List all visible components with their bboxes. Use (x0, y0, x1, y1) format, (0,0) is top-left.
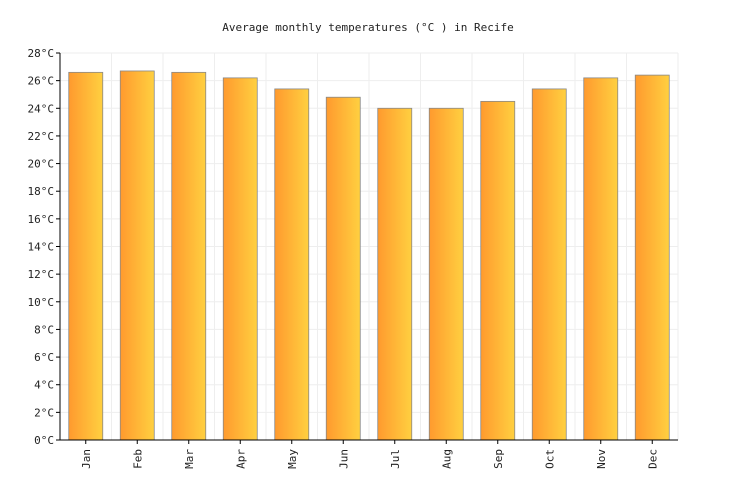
bar-oct (531, 88, 567, 441)
y-tick-label: 0°C (34, 434, 54, 447)
grid-lines (59, 52, 679, 441)
y-tick-label: 28°C (28, 47, 55, 60)
x-tick-label: Jun (337, 449, 350, 469)
x-tick-label: Aug (440, 449, 453, 469)
y-tick-label: 26°C (28, 75, 55, 88)
y-tick-label: 22°C (28, 130, 55, 143)
y-tick-label: 4°C (34, 379, 54, 392)
bar-may (274, 88, 310, 441)
x-tick-label: Oct (543, 449, 556, 469)
x-axis-ticks: Jan Feb Mar Apr May Jun Jul Aug Sep Oct Nov Dec (80, 440, 659, 469)
bar-aug (428, 107, 464, 441)
y-tick-label: 18°C (28, 185, 55, 198)
x-tick-label: Sep (492, 449, 505, 469)
bar-mar (171, 71, 207, 441)
x-tick-label: Dec (646, 449, 659, 469)
x-tick-label: Jul (389, 449, 402, 469)
chart-title: Average monthly temperatures (°C ) in Re… (222, 21, 513, 34)
y-tick-label: 24°C (28, 102, 55, 115)
x-tick-label: Apr (234, 449, 247, 469)
y-tick-label: 20°C (28, 158, 55, 171)
bar-jul (377, 107, 413, 441)
bar-feb (119, 70, 155, 441)
bar-jan (68, 71, 104, 441)
y-tick-label: 6°C (34, 351, 54, 364)
y-tick-label: 8°C (34, 323, 54, 336)
y-axis-ticks: 0°C 2°C 4°C 6°C 8°C 10°C 12°C 14°C 16°C 18°C 20°C 2… (28, 47, 60, 447)
x-tick-label: Jan (80, 449, 93, 469)
y-tick-label: 2°C (34, 406, 54, 419)
bar-dec (634, 74, 670, 441)
bar-jun (325, 96, 361, 441)
y-tick-label: 10°C (28, 296, 55, 309)
x-tick-label: Nov (595, 449, 608, 469)
bar-sep (480, 100, 516, 441)
x-tick-label: Mar (183, 449, 196, 469)
x-tick-label: Feb (131, 449, 144, 469)
bar-apr (222, 77, 258, 441)
y-tick-label: 12°C (28, 268, 55, 281)
y-tick-label: 14°C (28, 241, 55, 254)
bars (68, 70, 670, 441)
y-tick-label: 16°C (28, 213, 55, 226)
x-tick-label: May (286, 449, 299, 469)
bar-nov (583, 77, 619, 441)
